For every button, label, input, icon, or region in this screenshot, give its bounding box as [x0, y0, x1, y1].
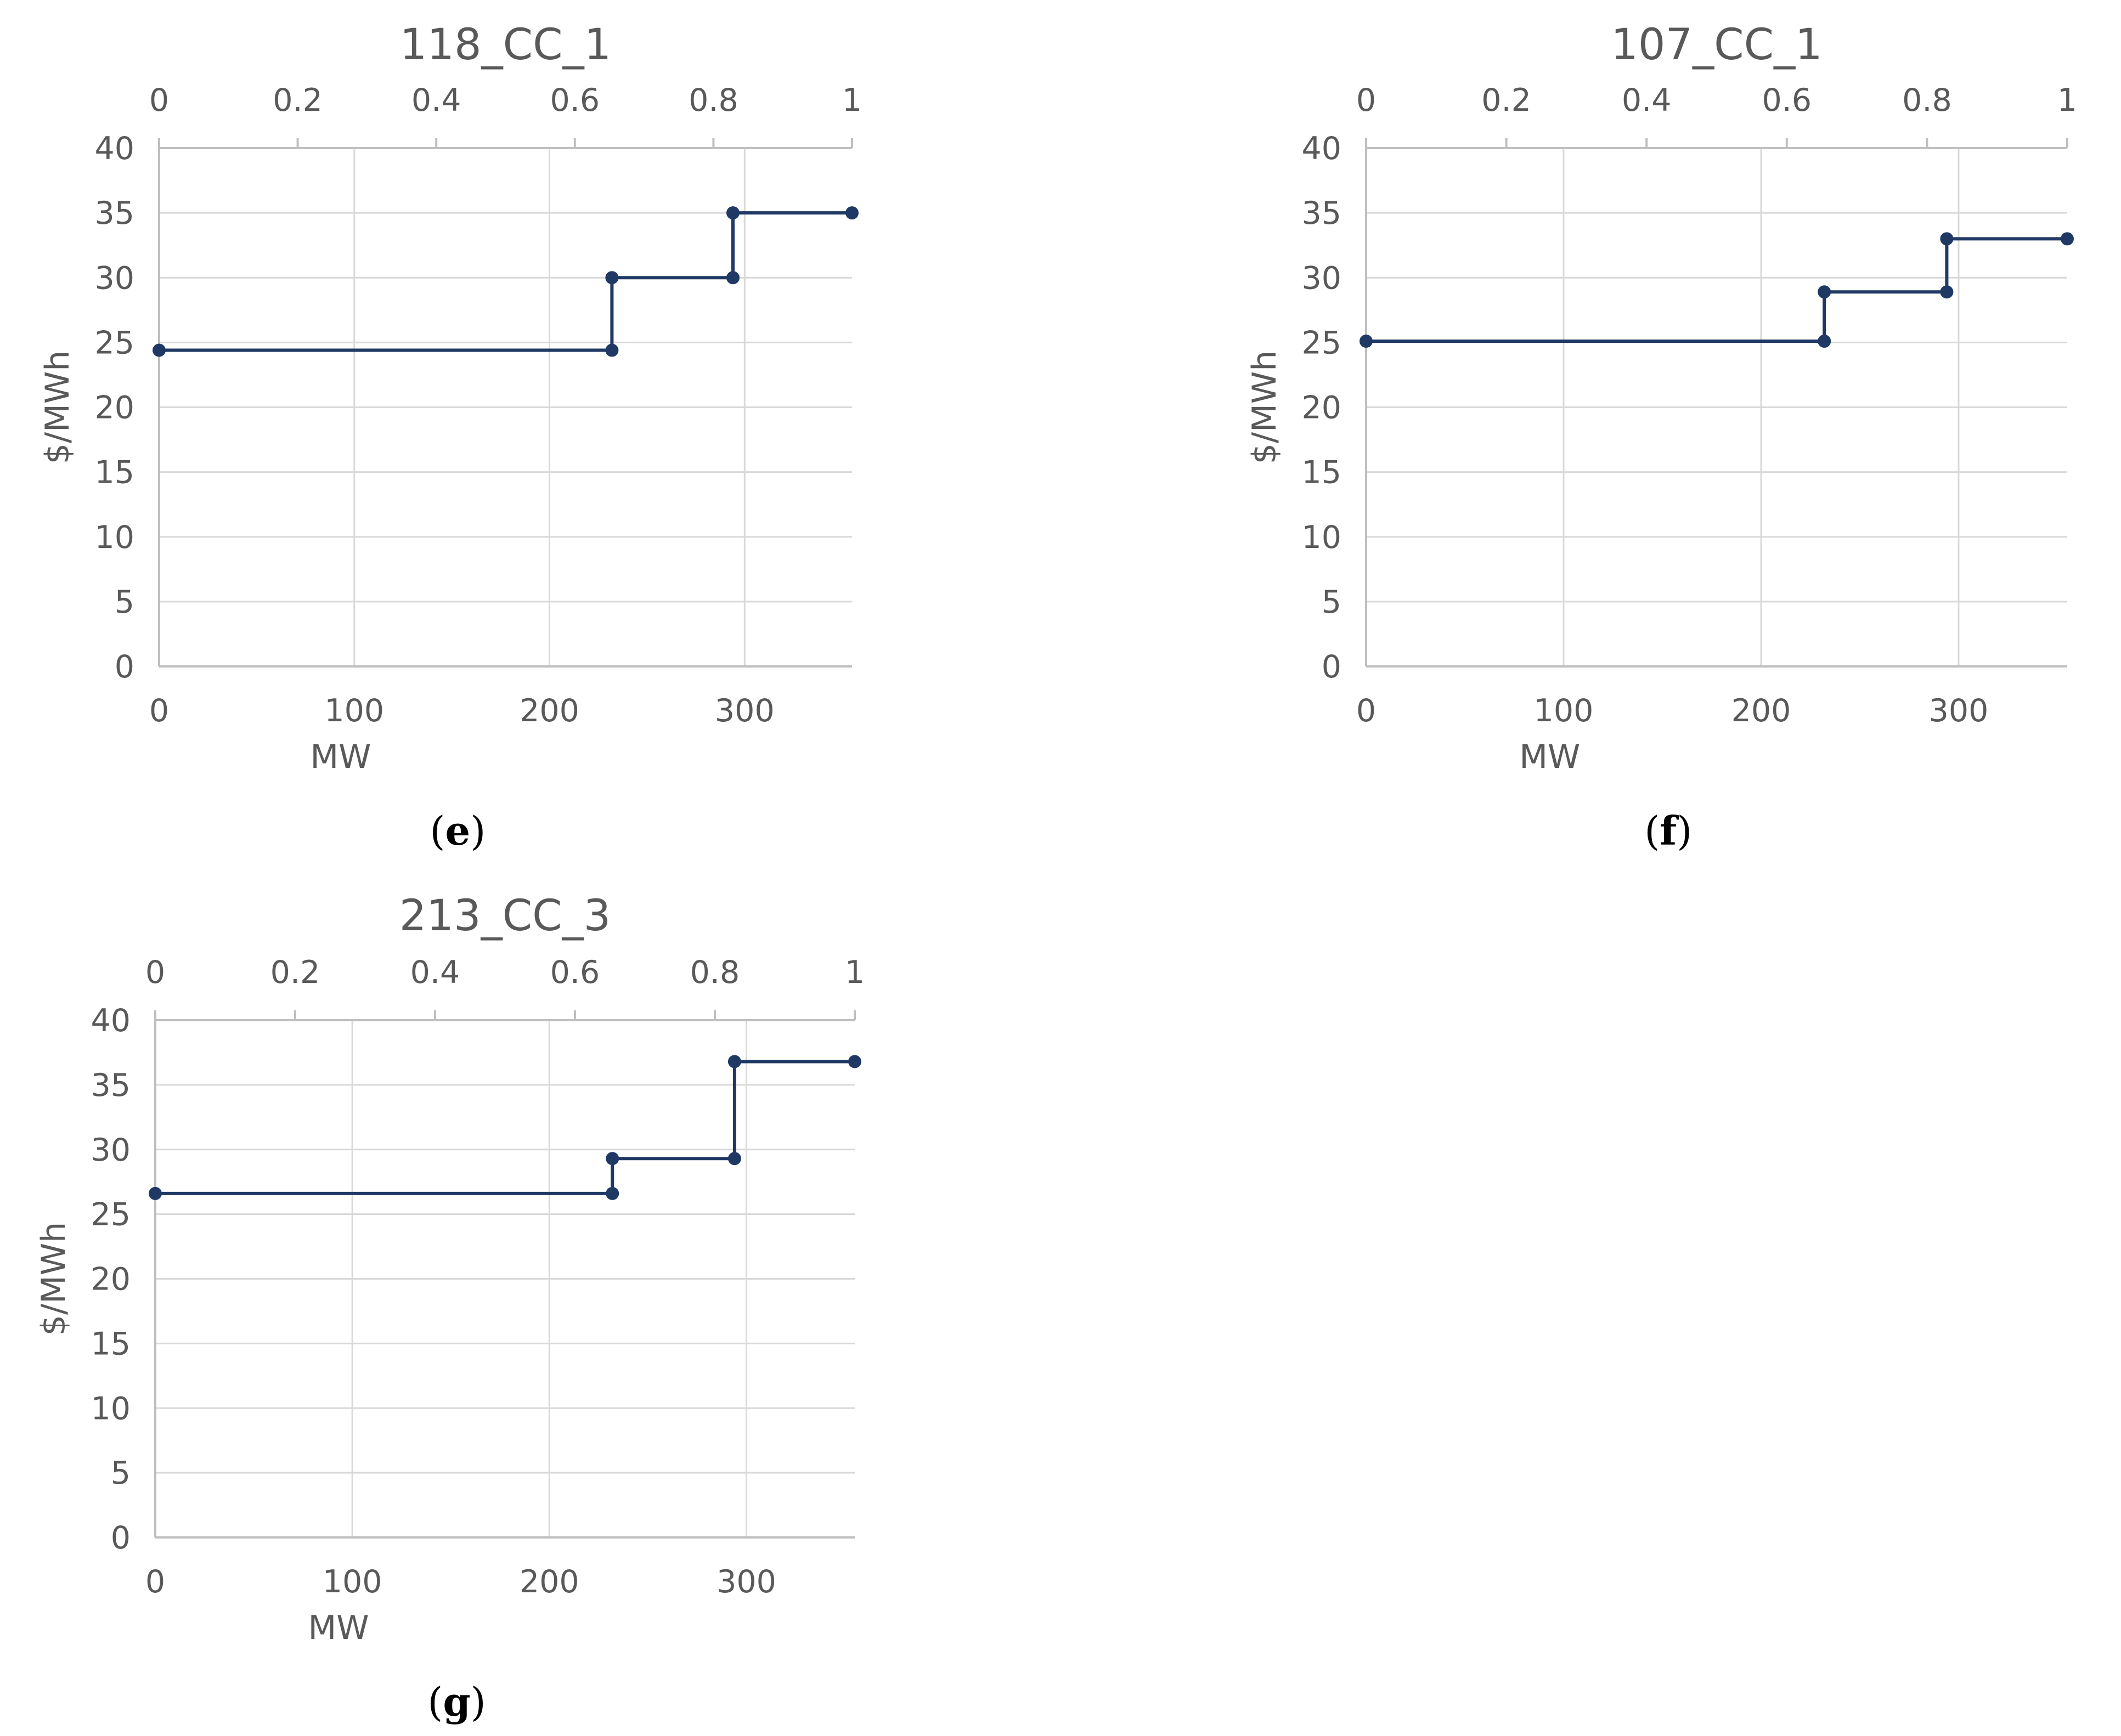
data-point: [2061, 232, 2074, 246]
top-x-tick-label: 1: [2057, 82, 2077, 118]
y-tick-label: 10: [91, 1390, 131, 1427]
series-line: [159, 211, 852, 352]
chart-panel-e: 0 5 10 15 20 25 30 35 40 0 100 200 300 0 0.2 0.4 0.6 0.8 1…: [38, 20, 862, 854]
data-point: [1940, 285, 1954, 299]
data-point: [727, 1152, 741, 1166]
chart-panel-f: 0 5 10 15 20 25 30 35 40 0 100 200 300 0 0.2 0.4 0.6 0.8 1…: [1245, 20, 2077, 854]
top-x-tick-label: 0.6: [550, 82, 600, 118]
x-tick-label: 100: [1534, 693, 1594, 729]
data-point: [726, 271, 740, 285]
top-x-tick-label: 0.2: [1481, 82, 1531, 118]
x-tick-label: 300: [717, 1564, 776, 1600]
y-tick-label: 40: [94, 131, 134, 167]
y-tick-label: 15: [91, 1326, 131, 1362]
y-tick-label: 25: [91, 1197, 131, 1233]
top-x-tick-label: 0.8: [690, 954, 740, 991]
y-tick-label: 40: [91, 1003, 131, 1039]
top-x-tick-label: 0.4: [410, 954, 460, 991]
y-tick-label: 10: [94, 519, 134, 556]
top-x-tick-label: 1: [845, 954, 865, 991]
x-axis-label: MW: [310, 738, 371, 776]
top-x-tick-label: 0.4: [411, 82, 461, 118]
y-tick-label: 0: [1322, 649, 1341, 685]
y-tick-label: 25: [1301, 325, 1341, 361]
y-tick-label: 15: [1301, 455, 1341, 491]
y-tick-label: 5: [115, 584, 134, 620]
series-line: [1366, 237, 2067, 343]
top-x-tick-label: 0.4: [1622, 82, 1672, 118]
x-tick-label: 0: [1356, 693, 1376, 729]
x-tick-label: 0: [145, 1564, 165, 1600]
y-axis-label: $/MWh: [35, 1222, 73, 1336]
x-tick-label: 200: [520, 693, 579, 729]
data-point: [1818, 285, 1831, 299]
top-x-tick-label: 0.8: [1902, 82, 1952, 118]
data-point: [606, 1152, 619, 1166]
x-tick-label: 200: [520, 1564, 579, 1600]
y-axis-label: $/MWh: [38, 350, 77, 465]
top-x-tick-label: 1: [842, 82, 862, 118]
y-tick-label: 30: [94, 260, 134, 296]
chart-title: 118_CC_1: [400, 20, 611, 70]
y-tick-label: 10: [1301, 519, 1341, 556]
x-tick-label: 300: [1929, 693, 1989, 729]
top-x-tick-label: 0.2: [273, 82, 323, 118]
x-tick-label: 300: [715, 693, 775, 729]
x-tick-label: 100: [324, 693, 384, 729]
top-x-tick-label: 0.2: [270, 954, 320, 991]
x-tick-label: 0: [149, 693, 169, 729]
y-tick-label: 30: [1301, 260, 1341, 296]
y-tick-label: 35: [91, 1067, 131, 1104]
y-tick-label: 20: [91, 1262, 131, 1298]
chart-title: 107_CC_1: [1611, 20, 1822, 70]
data-point: [848, 1055, 861, 1068]
top-x-tick-label: 0: [149, 82, 169, 118]
data-point: [845, 206, 859, 220]
y-tick-label: 35: [94, 195, 134, 231]
top-x-tick-label: 0.6: [1762, 82, 1812, 118]
y-tick-label: 15: [94, 455, 134, 491]
top-x-tick-label: 0.6: [550, 954, 600, 991]
data-point: [1360, 335, 1373, 348]
data-point: [605, 271, 619, 285]
top-x-tick-label: 0.8: [689, 82, 738, 118]
series-line: [155, 1060, 855, 1195]
y-tick-label: 25: [94, 325, 134, 361]
y-tick-label: 0: [111, 1520, 131, 1556]
y-tick-label: 20: [1301, 390, 1341, 426]
y-tick-label: 0: [115, 649, 134, 685]
data-point: [727, 1055, 741, 1068]
data-point: [726, 206, 740, 220]
y-tick-label: 40: [1301, 131, 1341, 167]
y-axis-label: $/MWh: [1245, 350, 1284, 465]
data-point: [1940, 232, 1954, 246]
data-point: [1818, 335, 1831, 348]
data-point: [606, 1186, 619, 1200]
y-tick-label: 35: [1301, 195, 1341, 231]
data-point: [153, 343, 166, 357]
x-axis-label: MW: [308, 1609, 369, 1647]
panel-caption: (g): [427, 1678, 486, 1725]
chart-title: 213_CC_3: [399, 891, 611, 941]
top-x-tick-label: 0: [145, 954, 165, 991]
y-tick-label: 30: [91, 1132, 131, 1168]
panel-caption: (e): [430, 807, 486, 854]
top-x-tick-label: 0: [1356, 82, 1376, 118]
y-tick-label: 5: [1322, 584, 1341, 620]
chart-panel-g: 0 5 10 15 20 25 30 35 40 0 100 200 300 0 0.2 0.4 0.6 0.8 1…: [35, 891, 865, 1725]
y-tick-label: 5: [111, 1455, 131, 1491]
x-tick-label: 100: [323, 1564, 382, 1600]
x-axis-label: MW: [1519, 738, 1580, 776]
panel-caption: (f): [1644, 807, 1692, 854]
data-point: [605, 343, 619, 357]
x-tick-label: 200: [1731, 693, 1791, 729]
y-tick-label: 20: [94, 390, 134, 426]
data-point: [149, 1186, 162, 1200]
